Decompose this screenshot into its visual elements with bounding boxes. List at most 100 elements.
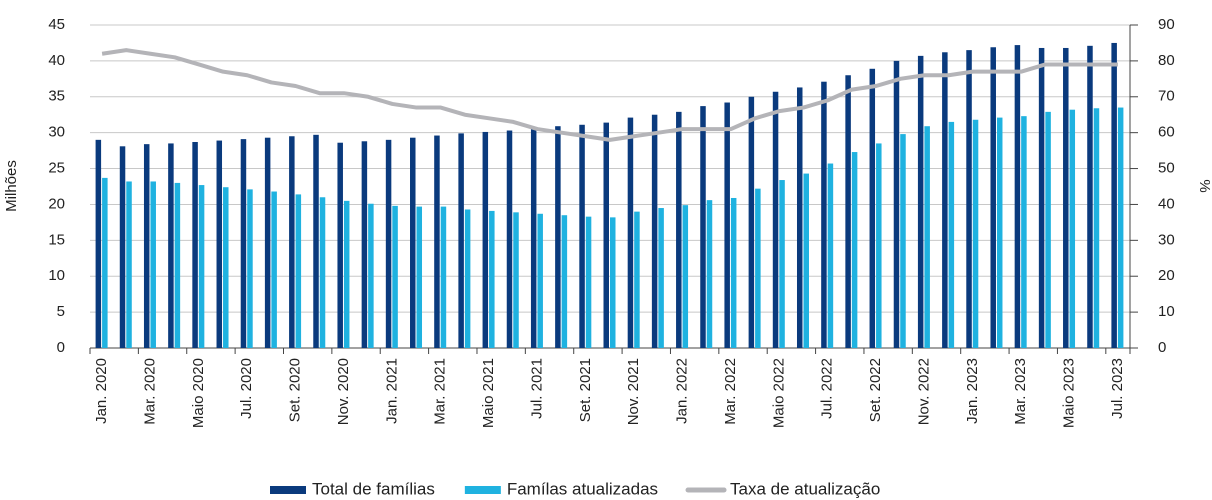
bar (948, 121, 955, 349)
line (101, 48, 1118, 142)
x-tick-label: Jul. 2022 (819, 358, 836, 419)
bar (876, 143, 882, 348)
bar (295, 194, 302, 348)
x-tick-label: Set. 2021 (577, 358, 594, 422)
bar (385, 139, 392, 348)
bar (313, 134, 319, 348)
bar (319, 197, 326, 348)
bar (174, 182, 181, 348)
x-tick-label: Nov. 2021 (625, 358, 642, 425)
bar (924, 126, 930, 348)
x-tick-label: Mar. 2022 (722, 358, 739, 425)
x-tick-label: Jan. 2023 (964, 358, 981, 424)
legend-label: Taxa de atualização (730, 479, 880, 498)
y2-tick-label: 20 (1158, 267, 1175, 284)
x-tick-label: Maio 2022 (770, 358, 787, 428)
bar (845, 75, 851, 348)
bar (651, 114, 658, 348)
y2-axis-title: % (1196, 179, 1212, 192)
bar (827, 163, 834, 348)
bar (126, 181, 132, 348)
bar (610, 217, 616, 348)
y2-tick-label: 0 (1158, 339, 1166, 356)
bar (1038, 47, 1045, 349)
bar (240, 139, 247, 348)
bar (434, 135, 440, 348)
bar (972, 119, 979, 348)
bar (990, 47, 996, 349)
bar (223, 187, 229, 348)
bar (1087, 45, 1093, 349)
bar (1021, 116, 1027, 348)
bar (1093, 108, 1100, 348)
bar (1117, 107, 1124, 349)
bar (192, 141, 198, 348)
bar (555, 126, 561, 348)
bar (803, 173, 809, 348)
bar (1045, 111, 1051, 349)
bar (392, 205, 398, 348)
bar (1063, 47, 1069, 349)
bar (585, 216, 592, 348)
bar (247, 189, 253, 348)
x-tick-label: Maio 2023 (1061, 358, 1078, 428)
y2-tick-label: 30 (1158, 231, 1175, 248)
y-tick-label: 40 (48, 52, 65, 69)
bar (821, 81, 827, 349)
y2-tick-label: 10 (1158, 303, 1175, 320)
bar (893, 60, 900, 349)
bar (917, 55, 924, 349)
x-tick-label: Jul. 2023 (1109, 358, 1126, 419)
bar (458, 133, 464, 348)
bar (942, 52, 948, 349)
bar (603, 122, 609, 349)
bar (730, 197, 737, 348)
bar (289, 136, 295, 348)
y-tick-label: 15 (48, 231, 65, 248)
bar (627, 117, 634, 349)
y-tick-label: 30 (48, 124, 65, 141)
y-tick-label: 35 (48, 88, 65, 105)
bar (1014, 45, 1021, 348)
y-tick-label: 25 (48, 160, 65, 177)
bar (779, 180, 785, 348)
bar (530, 128, 537, 348)
bar (264, 137, 271, 348)
bar (706, 200, 713, 348)
y-tick-label: 5 (57, 303, 65, 320)
x-tick-label: Mar. 2020 (141, 358, 158, 425)
bar (682, 205, 689, 348)
bar (506, 130, 513, 348)
legend-swatch (464, 486, 501, 494)
y-tick-label: 10 (48, 267, 65, 284)
bar (95, 139, 102, 348)
bar (796, 87, 803, 349)
bar (198, 185, 205, 348)
x-tick-label: Mar. 2023 (1012, 358, 1029, 425)
bar (119, 146, 126, 348)
bar (168, 143, 174, 348)
x-tick-label: Set. 2020 (287, 358, 304, 422)
x-tick-label: Jan. 2020 (93, 358, 110, 424)
legend-label: Total de famílias (312, 479, 435, 498)
y-tick-label: 45 (48, 16, 65, 33)
bar (537, 213, 543, 348)
bar (996, 117, 1003, 349)
bar (658, 208, 664, 348)
y2-tick-label: 90 (1158, 16, 1175, 33)
bar (361, 141, 368, 348)
bar (869, 68, 876, 348)
bar (676, 111, 682, 349)
bar (416, 206, 423, 348)
y2-tick-label: 70 (1158, 88, 1175, 105)
bar (513, 212, 519, 348)
bar (561, 215, 568, 348)
y-tick-label: 0 (57, 339, 65, 356)
bar (579, 124, 585, 348)
bar (271, 191, 277, 348)
x-tick-label: Jan. 2021 (383, 358, 400, 424)
bar (634, 211, 640, 348)
legend-swatch (270, 486, 306, 494)
x-tick-label: Mar. 2021 (432, 358, 449, 425)
